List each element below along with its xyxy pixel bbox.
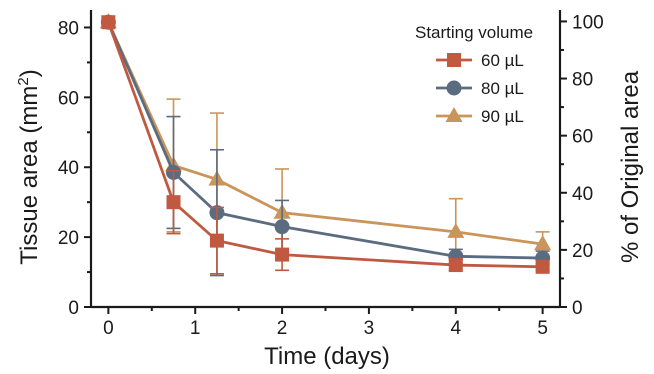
data-point-square: [166, 195, 181, 210]
legend-label: 60 µL: [481, 51, 524, 70]
y2-tick-label: 60: [572, 127, 593, 148]
y-tick-label: 0: [68, 298, 79, 319]
legend: Starting volume 60 µL 80 µL 90 µL: [415, 23, 533, 126]
data-point-square: [535, 259, 550, 274]
y-tick-label: 40: [58, 158, 79, 179]
x-tick-label: 4: [450, 318, 461, 339]
legend-item: 60 µL: [436, 51, 524, 70]
y2-tick-label: 100: [572, 12, 604, 33]
data-point-triangle: [445, 106, 463, 123]
y-tick-label: 20: [58, 228, 79, 249]
x-tick-label: 1: [190, 318, 201, 339]
series-line: [107, 21, 543, 260]
data-point-square: [209, 233, 224, 248]
series-60-l: [101, 15, 550, 275]
y2-tick-label: 40: [572, 184, 593, 205]
y-axis-title: Tissue area (mm2): [15, 69, 43, 265]
data-point-square: [275, 247, 290, 262]
legend-label: 90 µL: [481, 107, 524, 126]
x-tick-label: 0: [103, 318, 114, 339]
x-tick-label: 2: [277, 318, 288, 339]
legend-label: 80 µL: [481, 79, 524, 98]
data-point-circle: [274, 219, 290, 235]
x-axis-title: Time (days): [264, 343, 390, 370]
series-line: [107, 21, 543, 246]
legend-title: Starting volume: [415, 23, 533, 42]
legend-item: 80 µL: [436, 79, 524, 98]
y-axis-title-sup: 2: [15, 77, 32, 85]
y-axis-title-end: ): [16, 69, 43, 77]
data-point-circle: [446, 80, 462, 96]
data-point-triangle: [534, 235, 552, 251]
y-tick-label: 60: [58, 88, 79, 109]
y2-tick-label: 20: [572, 241, 593, 262]
y2-axis-title: % of Original area: [617, 70, 644, 263]
plot-area: [99, 13, 552, 277]
x-axis: 0 1 2 3 4 5: [91, 305, 560, 339]
y2-tick-label: 80: [572, 70, 593, 91]
x-tick-label: 5: [537, 318, 548, 339]
data-point-square: [448, 258, 463, 273]
series-line: [107, 21, 543, 269]
x-tick-label: 3: [364, 318, 375, 339]
y-axis-right: 0 20 40 60 80 100: [558, 10, 604, 319]
y-tick-label: 80: [58, 18, 79, 39]
data-point-square: [447, 53, 461, 67]
y-axis-left: 0 20 40 60 80: [58, 10, 93, 319]
data-point-triangle: [447, 222, 465, 238]
data-point-square: [101, 15, 116, 30]
y-axis-title-base: Tissue area (mm: [16, 86, 43, 265]
legend-item: 90 µL: [436, 106, 524, 126]
y2-tick-label: 0: [572, 298, 583, 319]
